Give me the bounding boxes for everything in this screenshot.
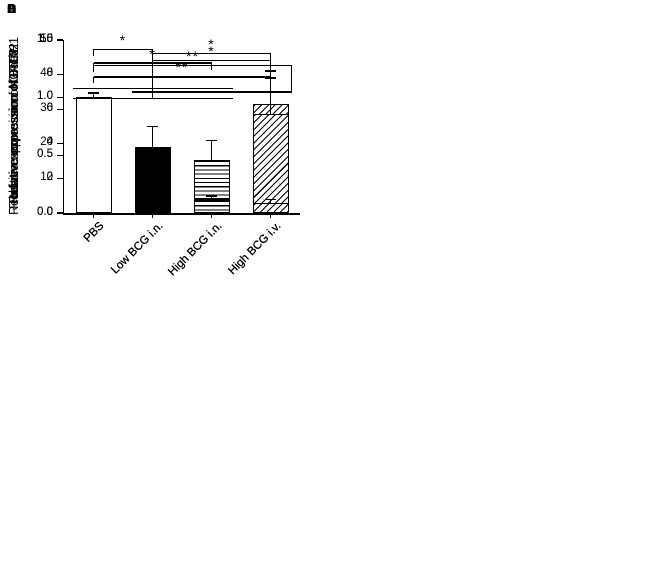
significance-label: *	[119, 31, 127, 48]
x-tick	[92, 214, 95, 218]
y-tick-label: 10	[40, 170, 53, 183]
x-tick	[269, 214, 272, 218]
error-bar	[151, 162, 154, 176]
y-tick-label: 50	[40, 32, 53, 45]
error-bar-cap	[147, 125, 158, 128]
x-tick-label: High BCG i.n.	[165, 220, 224, 279]
y-tick-label: 0.5	[37, 147, 53, 160]
panel-letter: A	[7, 1, 17, 16]
y-tick-label: 10	[40, 32, 53, 45]
y-tick	[56, 177, 63, 179]
x-tick-label: High BCG i.v.	[225, 220, 283, 278]
panel-letter: D	[7, 1, 17, 16]
significance-line	[290, 65, 293, 92]
y-tick	[56, 108, 63, 110]
significance-label: **	[175, 59, 189, 76]
significance-line	[151, 60, 154, 99]
y-tick-label: 30	[40, 101, 53, 114]
group-line	[131, 91, 292, 93]
y-tick-label: 0	[46, 205, 53, 218]
error-bar	[151, 126, 154, 149]
error-bar-cap	[265, 198, 276, 200]
significance-line	[210, 63, 213, 70]
error-bar-cap	[147, 161, 158, 163]
y-tick-label: 0	[46, 205, 53, 218]
y-axis-title: Relative expression of NOTCH1	[7, 37, 21, 215]
y-tick	[56, 143, 63, 145]
significance-line	[93, 76, 271, 78]
y-tick-label: 1.0	[37, 90, 53, 103]
y-tick-label: 1.5	[37, 32, 53, 45]
bar	[134, 174, 171, 213]
bar	[252, 202, 289, 213]
significance-line	[151, 49, 154, 56]
y-tick-label: 1.0	[37, 90, 53, 103]
significance-label: *	[208, 43, 215, 60]
significance-line	[92, 65, 95, 72]
bar	[193, 200, 230, 213]
error-bar-cap	[265, 77, 276, 79]
y-tick-label: 1.5	[37, 32, 53, 45]
panel-letter: B	[7, 1, 17, 16]
y-tick-label: 4	[46, 136, 53, 149]
y-tick	[56, 74, 63, 76]
panel-letter: C	[7, 1, 17, 16]
y-tick	[56, 39, 63, 41]
x-tick-label: Low BCG i.n.	[108, 220, 165, 277]
significance-line	[93, 48, 153, 50]
group-line	[72, 98, 233, 100]
significance-line	[92, 49, 95, 56]
significance-label: *	[149, 45, 156, 62]
y-tick-label: 40	[40, 67, 53, 80]
significance-line	[93, 64, 292, 67]
y-tick-label: 6	[46, 101, 53, 114]
error-bar-cap	[206, 195, 217, 197]
significance-line	[152, 53, 271, 55]
bar	[75, 97, 112, 213]
y-tick	[56, 154, 63, 156]
x-tick	[210, 214, 213, 218]
bar	[252, 114, 289, 213]
x-tick-label: PBS	[81, 220, 106, 245]
panel-D: D Relative expression of NOTCH1 0.0 0.5 1.…	[0, 0, 336, 294]
significance-line	[92, 76, 95, 84]
error-bar	[269, 199, 272, 204]
significance-line	[152, 60, 271, 62]
y-axis	[62, 40, 64, 215]
y-tick-label: 8	[46, 67, 53, 80]
y-tick	[56, 97, 63, 99]
y-tick-label: 0.5	[37, 147, 53, 160]
error-bar	[210, 140, 213, 161]
error-bar-cap	[88, 92, 99, 94]
y-tick-label: 0.0	[37, 205, 53, 218]
y-tick	[56, 212, 63, 214]
error-bar-cap	[206, 139, 217, 141]
significance-label: *	[208, 36, 215, 53]
x-tick	[151, 214, 154, 218]
x-axis	[62, 213, 300, 215]
y-tick-label: 2	[46, 170, 53, 183]
error-bar	[92, 93, 95, 98]
y-tick-label: 0.0	[37, 205, 53, 218]
y-tick-label: 20	[40, 136, 53, 149]
significance-label: **	[186, 47, 199, 64]
significance-line	[269, 60, 272, 76]
plot-area: 0.0 0.5 1.0 1.5 PBS Low BCG i.n. High BCG i.n.…	[37, 33, 300, 278]
error-bar	[269, 78, 272, 116]
error-bar	[210, 196, 213, 202]
